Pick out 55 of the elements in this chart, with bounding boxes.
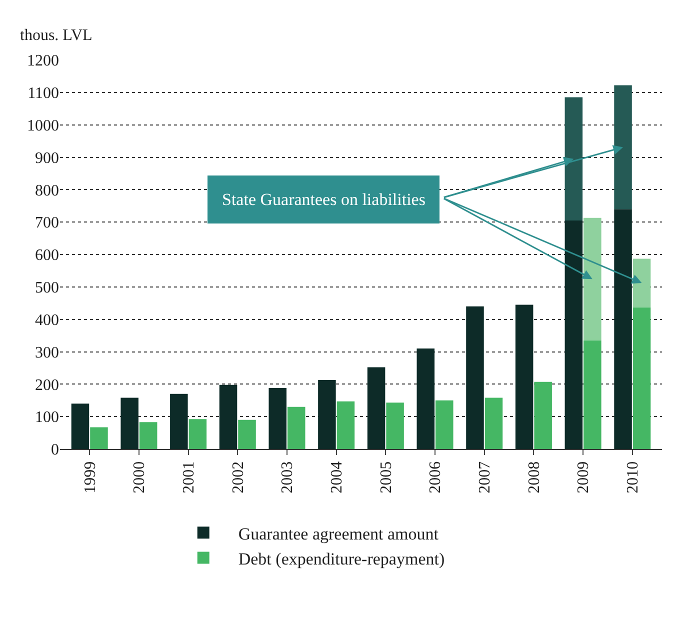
y-tick-label: 100: [35, 409, 59, 426]
y-tick-label: 900: [35, 150, 59, 167]
x-tick-label: 2000: [131, 461, 148, 494]
x-tick-label: 2007: [476, 461, 494, 494]
y-tick-label: 400: [35, 312, 59, 329]
x-tick-label: 2003: [279, 461, 296, 494]
bar: [367, 367, 386, 449]
x-tick-label: 2005: [378, 461, 395, 494]
bar: [632, 258, 651, 308]
y-tick-label: 0: [51, 442, 59, 459]
bar: [219, 384, 238, 449]
x-tick-label: 2006: [427, 461, 444, 494]
x-tick-label: 2001: [180, 461, 198, 494]
bar: [71, 404, 90, 449]
bar: [534, 382, 552, 449]
bar: [466, 306, 484, 449]
legend-label: Debt (expenditure-repayment): [238, 549, 445, 568]
bar: [386, 402, 404, 449]
x-tick-label: 2004: [328, 461, 346, 494]
bar: [515, 304, 534, 449]
bar: [436, 400, 454, 449]
bar: [287, 406, 306, 449]
y-tick-label: 800: [35, 182, 59, 200]
x-tick-label: 2008: [526, 461, 543, 494]
x-tick-label: 1999: [82, 461, 99, 494]
bar: [484, 398, 503, 449]
y-tick-label: 1200: [27, 52, 59, 70]
bar: [584, 340, 602, 449]
x-tick-label: 2010: [624, 461, 642, 494]
legend-label: Guarantee agreement amount: [238, 524, 439, 544]
x-tick-label: 2009: [575, 461, 592, 494]
bar: [139, 422, 158, 449]
y-tick-label: 200: [35, 376, 59, 394]
bar: [564, 97, 583, 220]
bar: [170, 394, 188, 449]
bar: [120, 398, 138, 449]
bar: [564, 220, 583, 449]
y-tick-label: 700: [35, 214, 59, 232]
bar: [238, 420, 256, 449]
y-tick-label: 1000: [27, 117, 59, 134]
y-tick-label: 600: [35, 247, 59, 264]
bar: [268, 388, 286, 449]
bar: [632, 307, 651, 449]
bar: [318, 380, 336, 449]
annotation: State Guarantees on liabilities: [222, 190, 426, 209]
y-tick-label: 1100: [28, 85, 59, 102]
bar: [188, 419, 207, 449]
y-tick-label: 300: [35, 344, 59, 362]
bar: [416, 348, 435, 449]
bar: [336, 401, 355, 449]
bar: [614, 209, 632, 449]
y-axis-title: thous. LVL: [20, 27, 92, 44]
y-tick-label: 500: [35, 280, 59, 297]
bar: [90, 427, 108, 449]
x-tick-label: 2002: [230, 461, 247, 494]
